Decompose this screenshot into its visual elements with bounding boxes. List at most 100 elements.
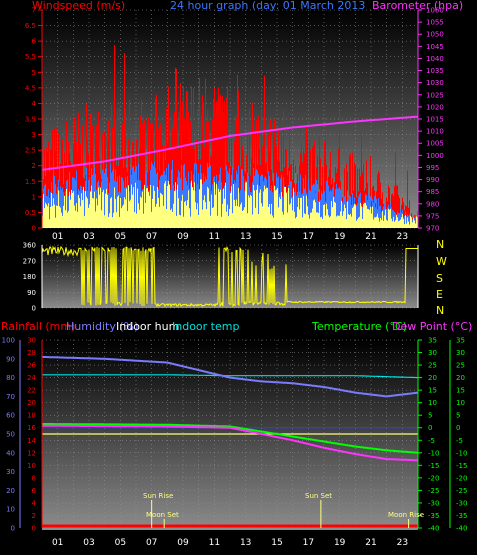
y-tick-label-rain: 0	[32, 525, 36, 533]
y-tick-label-rain: 30	[27, 337, 36, 345]
y-tick-label-rain: 26	[27, 362, 36, 370]
y-tick-label-dir: 0	[32, 305, 36, 313]
y-tick-label-humidity: 70	[6, 393, 15, 401]
y-tick-label-rain: 14	[27, 437, 36, 445]
x-tick-label-bottom: 13	[240, 538, 251, 548]
x-tick-label-top: 11	[209, 232, 220, 242]
y-tick-label-temp: -15	[428, 462, 439, 470]
y-tick-label-temp: 25	[428, 362, 437, 370]
y-tick-label-dew: -5	[456, 437, 463, 445]
y-tick-label-humidity: 60	[6, 412, 15, 420]
y-tick-label-baro: 1020	[426, 103, 444, 111]
humidity-line	[42, 355, 419, 398]
y-tick-label-baro: 1000	[426, 152, 444, 160]
temperature-line	[42, 423, 419, 454]
y-tick-label-wind: 4.5	[25, 84, 36, 92]
y-tick-label-rain: 6	[32, 487, 37, 495]
graph-title: 24 hour graph (day: 01 March 2013	[170, 0, 365, 12]
indoor-temp-line	[42, 374, 418, 379]
y-tick-label-wind: 1.5	[25, 178, 36, 186]
y-tick-label-dew: -20	[456, 474, 467, 482]
x-tick-label-top: 19	[334, 232, 346, 242]
y-tick-label-dir: 90	[27, 289, 36, 297]
y-tick-label-temp: -25	[428, 487, 439, 495]
y-tick-label-temp: 5	[428, 412, 432, 420]
y-tick-label-temp: 35	[428, 337, 437, 345]
x-tick-label-bottom: 21	[365, 538, 376, 548]
temperature-label: Temperature (°C)	[311, 320, 407, 333]
x-tick-label-bottom: 23	[397, 538, 408, 548]
y-tick-label-rain: 22	[27, 387, 36, 395]
y-tick-label-temp: -30	[428, 499, 439, 507]
y-tick-label-rain: 16	[27, 424, 36, 432]
y-tick-label-dir: 270	[23, 257, 36, 265]
y-tick-label-dew: 15	[456, 387, 465, 395]
y-tick-label-dew: -15	[456, 462, 467, 470]
dir-label-s: S	[436, 272, 443, 285]
x-tick-label-top: 07	[146, 232, 157, 242]
y-tick-label-rain: 8	[32, 474, 36, 482]
rainfall-label: Rainfall (mm)	[1, 320, 75, 333]
x-tick-label-bottom: 07	[146, 538, 157, 548]
indoor-temp-label: Indoor temp	[172, 320, 239, 333]
y-tick-label-dew: 35	[456, 337, 465, 345]
y-tick-label-temp: -40	[428, 525, 439, 533]
x-tick-label-bottom: 19	[334, 538, 346, 548]
x-tick-label-top: 21	[365, 232, 376, 242]
y-tick-label-rain: 12	[27, 449, 36, 457]
y-tick-label-baro: 990	[426, 176, 439, 184]
y-tick-label-dir: 180	[23, 273, 36, 281]
y-tick-label-temp: -35	[428, 512, 439, 520]
y-tick-label-baro: 1050	[426, 31, 444, 39]
y-tick-label-rain: 24	[27, 374, 36, 382]
x-tick-label-top: 09	[177, 232, 189, 242]
x-tick-label-top: 03	[83, 232, 94, 242]
y-tick-label-rain: 20	[27, 399, 36, 407]
dir-label-n-top: N	[436, 238, 444, 251]
y-tick-label-dew: -25	[456, 487, 467, 495]
y-tick-label-baro: 995	[426, 164, 439, 172]
y-tick-label-dew: -10	[456, 449, 467, 457]
y-tick-label-wind: 3	[32, 131, 36, 139]
y-tick-label-wind: 6.5	[25, 22, 36, 30]
sun-rise-label: Sun Rise	[143, 492, 173, 500]
y-tick-label-baro: 1035	[426, 67, 444, 75]
y-tick-label-wind: 2.5	[25, 147, 36, 155]
y-tick-label-dew: -40	[456, 525, 467, 533]
y-tick-label-dir: 360	[23, 242, 36, 250]
x-tick-label-top: 05	[115, 232, 126, 242]
y-tick-label-humidity: 20	[6, 487, 15, 495]
temp-plot-area	[42, 340, 418, 530]
y-tick-label-humidity: 30	[6, 468, 15, 476]
x-tick-label-bottom: 05	[115, 538, 126, 548]
y-tick-label-wind: 5.5	[25, 53, 36, 61]
x-tick-label-bottom: 17	[303, 538, 314, 548]
y-tick-label-rain: 18	[27, 412, 36, 420]
y-tick-label-wind: 0	[32, 225, 36, 233]
y-tick-label-baro: 1045	[426, 43, 444, 51]
y-tick-label-wind: 0.5	[25, 209, 36, 217]
y-tick-label-baro: 1015	[426, 116, 444, 124]
y-tick-label-wind: 6	[32, 38, 37, 46]
x-tick-label-top: 15	[271, 232, 282, 242]
y-tick-label-dew: 10	[456, 399, 465, 407]
y-tick-label-wind: 1	[32, 193, 36, 201]
y-tick-label-rain: 2	[32, 512, 36, 520]
dew-point-label: Dew Point (°C)	[392, 320, 472, 333]
moon-set-label: Moon Set	[146, 511, 179, 519]
dir-label-w: W	[436, 255, 447, 268]
y-tick-label-baro: 1005	[426, 140, 444, 148]
y-tick-label-baro: 985	[426, 188, 439, 196]
y-tick-label-baro: 980	[426, 200, 439, 208]
y-tick-label-wind: 5	[32, 69, 36, 77]
y-tick-label-humidity: 80	[6, 374, 15, 382]
y-tick-label-rain: 4	[32, 499, 37, 507]
y-tick-label-humidity: 40	[6, 449, 15, 457]
wind-direction-line	[41, 245, 418, 308]
y-tick-label-temp: 10	[428, 399, 437, 407]
y-tick-label-dew: 25	[456, 362, 465, 370]
y-tick-label-temp: 20	[428, 374, 437, 382]
y-tick-label-baro: 1010	[426, 128, 444, 136]
y-tick-label-baro: 1040	[426, 55, 444, 63]
